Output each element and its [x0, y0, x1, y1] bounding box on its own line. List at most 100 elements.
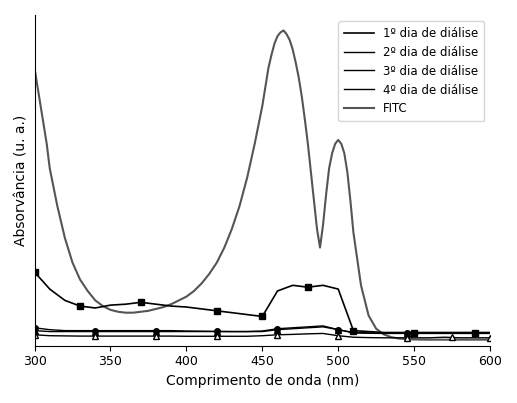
1º dia de diálise [259, 314, 265, 319]
Line: 3º dia de diálise: 3º dia de diálise [35, 326, 490, 333]
1º dia de diálise [47, 287, 53, 291]
2º dia de diálise [138, 329, 144, 334]
Line: 4º dia de diálise: 4º dia de diálise [35, 333, 490, 338]
4º dia de diálise [396, 335, 402, 340]
2º dia de diálise [229, 329, 235, 334]
FITC [214, 260, 220, 265]
4º dia de diálise [244, 334, 250, 339]
3º dia de diálise [442, 331, 448, 336]
Line: 1º dia de diálise: 1º dia de diálise [35, 272, 490, 332]
3º dia de diálise [62, 328, 68, 333]
2º dia de diálise [320, 324, 326, 329]
2º dia de diálise [411, 330, 417, 335]
3º dia de diálise [77, 328, 83, 333]
4º dia de diálise [426, 335, 432, 340]
1º dia de diálise [426, 330, 432, 335]
3º dia de diálise [290, 325, 296, 330]
1º dia de diálise [77, 304, 83, 309]
2º dia de diálise [62, 329, 68, 334]
3º dia de diálise [472, 331, 478, 336]
4º dia de diálise [199, 334, 205, 339]
4º dia de diálise [366, 335, 372, 340]
3º dia de diálise [108, 328, 114, 333]
1º dia de diálise [305, 285, 311, 290]
1º dia de diálise [320, 283, 326, 288]
2º dia de diálise [305, 325, 311, 330]
1º dia de diálise [123, 302, 129, 307]
3º dia de diálise [457, 331, 463, 336]
1º dia de diálise [381, 330, 387, 335]
4º dia de diálise [229, 334, 235, 339]
3º dia de diálise [184, 328, 190, 333]
3º dia de diálise [123, 328, 129, 333]
2º dia de diálise [259, 329, 265, 334]
1º dia de diálise [366, 329, 372, 334]
3º dia de diálise [199, 329, 205, 334]
4º dia de diálise [457, 335, 463, 340]
4º dia de diálise [168, 334, 174, 339]
FITC [347, 198, 354, 203]
3º dia de diálise [229, 329, 235, 334]
4º dia de diálise [487, 335, 493, 340]
2º dia de diálise [472, 330, 478, 335]
3º dia de diálise [426, 331, 432, 336]
3º dia de diálise [396, 331, 402, 336]
2º dia de diálise [184, 329, 190, 334]
1º dia de diálise [290, 283, 296, 288]
1º dia de diálise [138, 300, 144, 305]
2º dia de diálise [290, 326, 296, 331]
1º dia de diálise [411, 330, 417, 335]
1º dia de diálise [214, 308, 220, 313]
3º dia de diálise [259, 328, 265, 333]
3º dia de diálise [214, 329, 220, 334]
2º dia de diálise [366, 330, 372, 335]
4º dia de diálise [214, 334, 220, 339]
4º dia de diálise [290, 332, 296, 337]
4º dia de diálise [305, 331, 311, 336]
1º dia de diálise [396, 330, 402, 335]
3º dia de diálise [153, 328, 159, 333]
2º dia de diálise [335, 327, 341, 332]
2º dia de diálise [351, 330, 357, 335]
4º dia de diálise [381, 335, 387, 340]
4º dia de diálise [138, 334, 144, 339]
4º dia de diálise [92, 334, 98, 339]
3º dia de diálise [366, 331, 372, 336]
2º dia de diálise [32, 328, 38, 333]
2º dia de diálise [92, 329, 98, 334]
2º dia de diálise [123, 329, 129, 334]
2º dia de diálise [457, 330, 463, 335]
4º dia de diálise [259, 333, 265, 338]
1º dia de diálise [472, 330, 478, 335]
2º dia de diálise [153, 329, 159, 334]
FITC [280, 28, 286, 33]
4º dia de diálise [153, 334, 159, 339]
4º dia de diálise [108, 334, 114, 339]
4º dia de diálise [351, 335, 357, 340]
1º dia de diálise [487, 330, 493, 335]
1º dia de diálise [184, 305, 190, 310]
4º dia de diálise [47, 333, 53, 338]
2º dia de diálise [108, 329, 114, 334]
1º dia de diálise [168, 304, 174, 309]
Line: FITC: FITC [35, 31, 490, 340]
X-axis label: Comprimento de onda (nm): Comprimento de onda (nm) [165, 374, 359, 388]
1º dia de diálise [457, 330, 463, 335]
Line: 2º dia de diálise: 2º dia de diálise [35, 327, 490, 333]
3º dia de diálise [138, 328, 144, 333]
1º dia de diálise [153, 302, 159, 307]
3º dia de diálise [275, 326, 281, 331]
FITC [69, 260, 75, 265]
4º dia de diálise [184, 334, 190, 339]
1º dia de diálise [32, 270, 38, 274]
3º dia de diálise [92, 328, 98, 333]
1º dia de diálise [92, 305, 98, 310]
4º dia de diálise [275, 332, 281, 337]
1º dia de diálise [442, 330, 448, 335]
3º dia de diálise [381, 331, 387, 336]
4º dia de diálise [62, 334, 68, 339]
2º dia de diálise [442, 330, 448, 335]
1º dia de diálise [229, 310, 235, 315]
FITC [283, 32, 290, 37]
4º dia de diálise [335, 333, 341, 338]
